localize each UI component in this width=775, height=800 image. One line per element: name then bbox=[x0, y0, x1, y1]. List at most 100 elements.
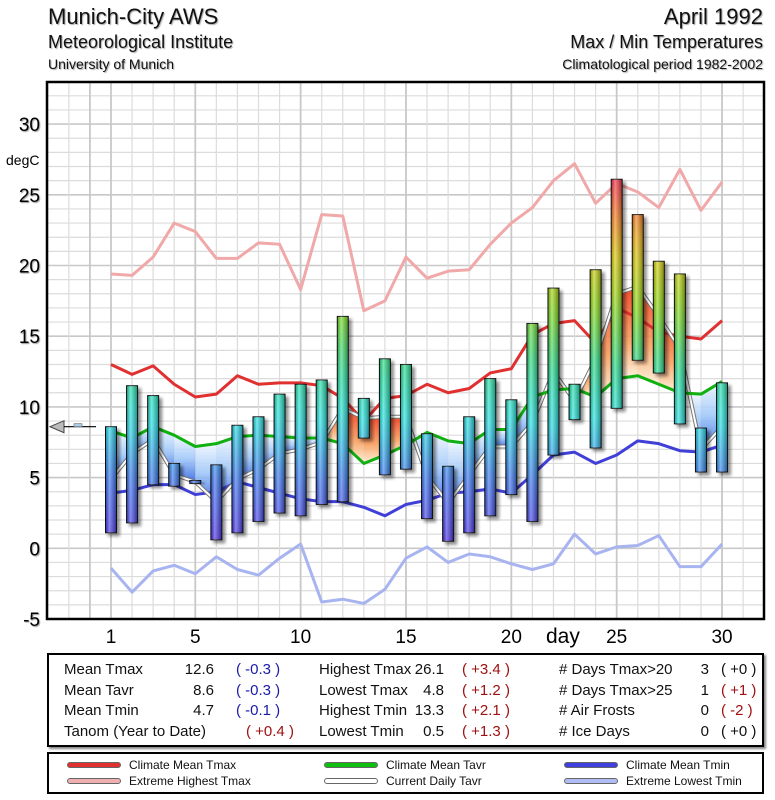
legend-label: Extreme Highest Tmax bbox=[129, 774, 251, 788]
bar-shine bbox=[147, 395, 159, 485]
stat-anomaly: ( +3.4 ) bbox=[462, 661, 510, 678]
stat-anomaly: ( +1.3 ) bbox=[462, 722, 510, 740]
stat-row: Highest Tmin 13.3 ( +2.1 ) bbox=[319, 701, 549, 722]
x-axis: 1 5 10 15 20 25 30 bbox=[106, 627, 733, 648]
day-bar-2 bbox=[126, 385, 139, 524]
bar-shine bbox=[695, 428, 707, 472]
y-tick-label: 20 bbox=[19, 257, 40, 278]
plot-frame bbox=[45, 80, 766, 621]
stat-anomaly: ( -2 ) bbox=[721, 702, 753, 719]
bar-shine bbox=[337, 316, 349, 502]
bar-shine bbox=[126, 385, 138, 523]
day-bar-25 bbox=[610, 178, 623, 409]
day-bar-11 bbox=[315, 379, 328, 505]
stat-label: Highest Tmin bbox=[319, 702, 408, 719]
legend-item: Extreme Highest Tmax bbox=[67, 773, 267, 789]
day-bar-9 bbox=[273, 393, 286, 514]
bar-shine bbox=[716, 382, 728, 472]
stat-row: # Days Tmax>25 1 ( +1 ) bbox=[559, 681, 759, 702]
y-tick-label: 5 bbox=[29, 469, 40, 490]
day-bar-13 bbox=[357, 397, 370, 439]
stat-anomaly: ( +0.4 ) bbox=[246, 722, 294, 740]
y-tick-label: 15 bbox=[19, 327, 40, 348]
marker-box bbox=[73, 423, 83, 427]
x-tick-label: 1 bbox=[106, 627, 117, 648]
day-bar-17 bbox=[442, 465, 455, 542]
stat-anomaly: ( +1.2 ) bbox=[462, 681, 510, 699]
legend-item: Current Daily Tavr bbox=[324, 773, 524, 789]
legend-item: Climate Mean Tmax bbox=[67, 757, 267, 773]
legend-label: Climate Mean Tmin bbox=[626, 758, 730, 772]
stat-label: Mean Tmax bbox=[64, 661, 143, 678]
stat-value: 4.7 bbox=[193, 702, 214, 719]
stat-anomaly: ( +0 ) bbox=[721, 661, 757, 678]
bar-shine bbox=[611, 179, 623, 409]
stat-row: # Air Frosts 0 ( -2 ) bbox=[559, 701, 759, 722]
bar-shine bbox=[274, 394, 286, 513]
bar-shine bbox=[569, 384, 581, 420]
month-mean-marker bbox=[48, 419, 96, 434]
bar-shine bbox=[526, 323, 538, 522]
x-tick-label: 20 bbox=[501, 627, 522, 648]
day-bar-3 bbox=[147, 395, 160, 486]
day-bar-6 bbox=[210, 464, 223, 541]
daily-bars bbox=[105, 178, 729, 542]
day-bar-23 bbox=[568, 383, 581, 421]
day-bar-19 bbox=[484, 378, 497, 517]
climate-period: Climatological period 1982-2002 bbox=[562, 56, 763, 72]
stat-row: Lowest Tmax 4.8 ( +1.2 ) bbox=[319, 681, 549, 702]
stat-anomaly: ( +1 ) bbox=[721, 681, 757, 699]
day-bar-14 bbox=[378, 358, 391, 476]
bar-shine bbox=[400, 364, 412, 470]
stat-anomaly: ( -0.1 ) bbox=[236, 702, 281, 719]
day-bar-4 bbox=[168, 462, 181, 487]
stat-value: 4.8 bbox=[423, 681, 444, 699]
bar-shine bbox=[379, 358, 391, 475]
day-bar-28 bbox=[673, 273, 686, 425]
legend-swatch bbox=[67, 762, 121, 768]
bar-shine bbox=[590, 269, 602, 448]
x-tick-label: 30 bbox=[711, 627, 732, 648]
stat-label: # Ice Days bbox=[559, 722, 630, 740]
bar-shine bbox=[547, 288, 559, 455]
day-bar-29 bbox=[694, 427, 707, 473]
stat-value: 12.6 bbox=[184, 661, 214, 678]
chart-subtitle: Max / Min Temperatures bbox=[570, 32, 763, 52]
legend-label: Climate Mean Tmax bbox=[129, 758, 237, 772]
station-title: Munich-City AWS bbox=[48, 4, 219, 29]
legend-swatch bbox=[324, 778, 378, 784]
stat-label: Tanom (Year to Date) bbox=[64, 722, 207, 740]
legend-item: Extreme Lowest Tmin bbox=[564, 773, 764, 789]
day-bar-7 bbox=[231, 424, 244, 534]
stat-value: 8.6 bbox=[193, 681, 214, 699]
bar-shine bbox=[421, 433, 433, 519]
bar-shine bbox=[653, 261, 665, 373]
statistics-panel: Mean Tmax 12.6 ( -0.3 ) Mean Tavr 8.6 ( -0.3 … bbox=[47, 653, 764, 747]
stat-row: Tanom (Year to Date) ( +0.4 ) bbox=[64, 722, 294, 743]
day-bar-30 bbox=[716, 382, 729, 473]
stat-value: 0 bbox=[700, 702, 709, 719]
stat-label: # Days Tmax>25 bbox=[559, 681, 673, 699]
bar-shine bbox=[252, 416, 264, 522]
bar-shine bbox=[463, 416, 475, 533]
stats-column-means: Mean Tmax 12.6 ( -0.3 ) Mean Tavr 8.6 ( -0.3 … bbox=[64, 660, 294, 742]
day-bar-12 bbox=[336, 315, 349, 503]
bar-shine bbox=[632, 214, 644, 361]
extreme-lowest-tmin-line bbox=[109, 532, 724, 605]
stat-label: # Air Frosts bbox=[559, 702, 635, 719]
x-axis-label: day bbox=[546, 625, 580, 648]
legend-label: Climate Mean Tavr bbox=[386, 758, 486, 772]
legend-label: Current Daily Tavr bbox=[386, 774, 482, 788]
y-axis-label: degC bbox=[6, 152, 39, 168]
y-tick-label: 0 bbox=[29, 539, 40, 560]
bar-shine bbox=[168, 463, 180, 487]
stat-label: Highest Tmax bbox=[319, 661, 412, 678]
y-tick-label: 30 bbox=[19, 115, 40, 136]
stat-anomaly: ( +2.1 ) bbox=[462, 702, 510, 719]
legend-swatch bbox=[324, 762, 378, 768]
day-bar-26 bbox=[631, 214, 644, 361]
bar-shine bbox=[442, 466, 454, 542]
y-tick-label: 25 bbox=[19, 186, 40, 207]
arrow-left-icon bbox=[48, 419, 65, 434]
